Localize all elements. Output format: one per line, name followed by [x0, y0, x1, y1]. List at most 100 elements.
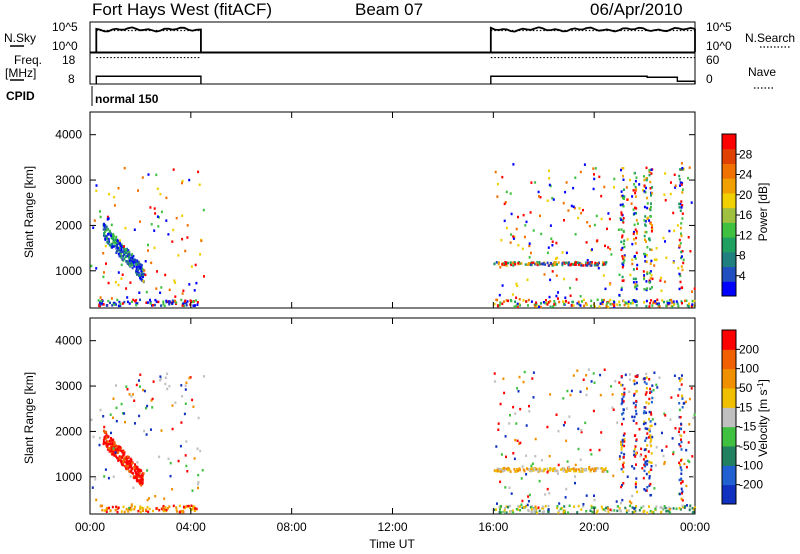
velocity-echo-624 — [493, 469, 496, 472]
power-echo-585 — [505, 262, 507, 265]
power-echo-656 — [181, 292, 184, 295]
velocity-echo-555 — [554, 469, 557, 473]
velocity-echo-707 — [151, 397, 154, 401]
power-echo-241 — [119, 246, 121, 250]
power-echo-946 — [583, 163, 586, 166]
power-echo-565 — [493, 262, 496, 265]
power-echo-322 — [185, 304, 188, 307]
power-echo-131 — [104, 238, 107, 241]
power-echo-532 — [536, 263, 539, 267]
velocity-echo-1057 — [634, 485, 637, 489]
velocity-echo-1015 — [623, 387, 626, 391]
power-echo-660 — [174, 295, 177, 298]
velocity-echo-422 — [493, 508, 496, 511]
power-echo-777 — [620, 190, 623, 193]
power-echo-382 — [518, 302, 521, 306]
velocity-echo-517 — [505, 467, 508, 471]
power-echo-372 — [540, 302, 542, 305]
velocity-echo-57 — [121, 450, 123, 453]
velocity-echo-770 — [564, 421, 566, 424]
power-echo-233 — [136, 270, 139, 273]
power-echo-931 — [693, 299, 696, 303]
velocity-echo-338 — [166, 507, 169, 510]
velocity-echo-1098 — [644, 460, 647, 463]
power-echo-1083 — [646, 196, 648, 200]
velocity-echo-915 — [621, 498, 624, 502]
velocity-echo-652 — [180, 421, 183, 424]
velocity-echo-405 — [655, 505, 658, 508]
velocity-echo-276 — [142, 509, 144, 512]
power-echo-1070 — [644, 230, 647, 234]
power-echo-899 — [509, 192, 512, 195]
velocity-echo-366 — [605, 506, 608, 510]
velocity-echo-900 — [496, 502, 498, 505]
velocity-echo-891 — [517, 469, 519, 473]
velocity-echo-147 — [139, 482, 142, 485]
velocity-echo-1079 — [643, 488, 646, 491]
velocity-echo-1135 — [648, 378, 651, 381]
power-echo-648 — [526, 263, 529, 266]
velocity-echo-1174 — [680, 448, 683, 451]
power-echo-978 — [496, 182, 499, 186]
power-echo-1097 — [645, 178, 648, 182]
power-echo-821 — [539, 196, 542, 199]
power-echo-971 — [496, 195, 499, 198]
velocity-echo-675 — [143, 429, 146, 433]
velocity-echo-808 — [607, 507, 610, 510]
velocity-echo-641 — [528, 468, 531, 471]
velocity-echo-902 — [520, 477, 523, 480]
power-echo-616 — [542, 262, 545, 265]
velocity-echo-610 — [597, 467, 600, 470]
velocity-echo-202 — [135, 465, 137, 469]
velocity-echo-108 — [110, 446, 113, 449]
power-echo-772 — [635, 207, 638, 210]
power-echo-363 — [513, 305, 516, 308]
power-echo-744 — [97, 299, 100, 302]
power-echo-628 — [510, 263, 513, 267]
power-frame — [89, 111, 696, 309]
velocity-echo-42 — [105, 440, 108, 443]
velocity-echo-680 — [115, 505, 118, 509]
velocity-echo-773 — [644, 393, 647, 396]
power-echo-199 — [114, 241, 117, 244]
power-echo-1075 — [644, 215, 647, 218]
power-echo-938 — [551, 196, 554, 200]
nave-label: Nave — [748, 65, 776, 79]
power-echo-66 — [105, 228, 108, 232]
velocity-echo-322 — [142, 507, 145, 510]
power-echo-918 — [565, 251, 568, 255]
power-echo-1012 — [622, 188, 625, 191]
velocity-echo-479 — [558, 509, 561, 513]
velocity-echo-722 — [164, 382, 167, 386]
power-echo-457 — [578, 303, 581, 306]
velocity-echo-997 — [621, 463, 624, 467]
power-echo-645 — [572, 263, 575, 266]
power-echo-885 — [650, 299, 653, 302]
velocity-echo-269 — [114, 508, 117, 512]
velocity-echo-597 — [538, 467, 541, 470]
power-echo-680 — [103, 271, 105, 274]
velocity-echo-782 — [574, 463, 577, 467]
power-echo-755 — [146, 301, 149, 304]
velocity-echo-633 — [553, 467, 555, 470]
velocity-echo-457 — [668, 506, 671, 509]
velocity-echo-484 — [563, 511, 566, 514]
power-echo-949 — [601, 298, 603, 302]
velocity-echo-916 — [640, 447, 643, 451]
power-echo-489 — [515, 304, 518, 307]
power-echo-875 — [528, 244, 531, 248]
power-echo-761 — [617, 228, 620, 231]
power-echo-52 — [138, 267, 141, 271]
power-echo-856 — [517, 215, 519, 219]
power-echo-907 — [664, 199, 667, 202]
power-echo-879 — [598, 175, 601, 179]
power-echo-959 — [540, 232, 543, 236]
velocity-echo-251 — [127, 460, 130, 464]
power-echo-448 — [585, 303, 588, 306]
power-echo-992 — [622, 178, 625, 181]
power-echo-1038 — [636, 232, 639, 235]
velocity-echo-234 — [116, 447, 119, 451]
power-echo-409 — [613, 301, 616, 304]
velocity-colorbar-segment-8 — [722, 330, 736, 350]
velocity-echo-637 — [601, 470, 604, 473]
